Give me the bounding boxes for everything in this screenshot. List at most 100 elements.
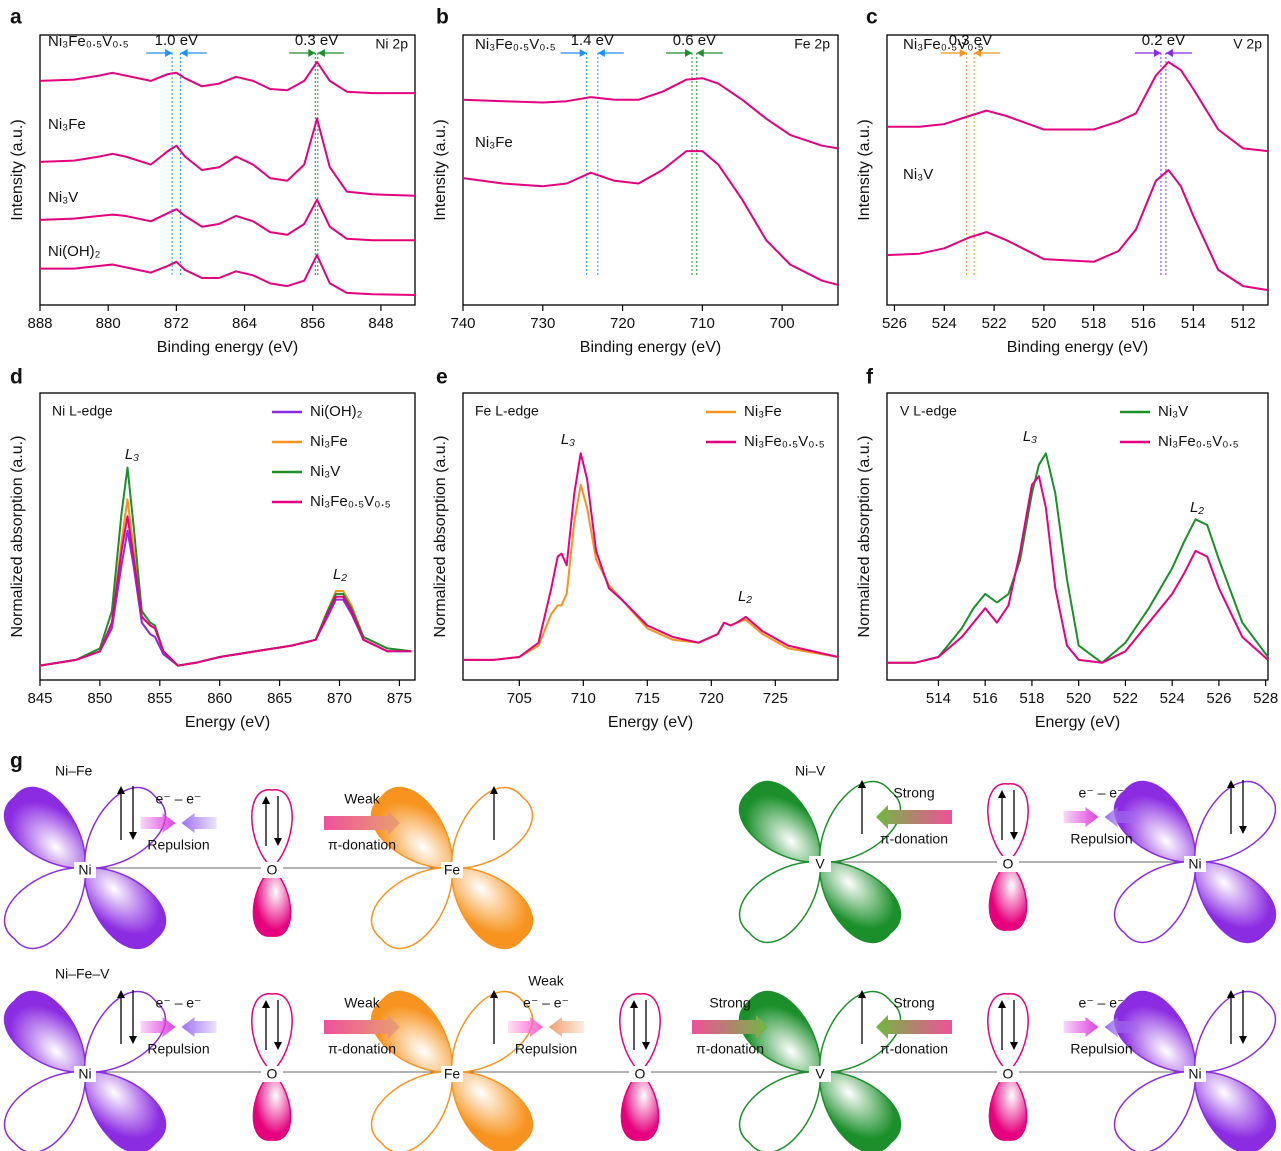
atom-label: Ni bbox=[1188, 856, 1201, 872]
spectrum-line bbox=[463, 78, 838, 148]
x-tick-label: 528 bbox=[1253, 690, 1278, 707]
x-tick-label: 845 bbox=[27, 690, 52, 707]
y-axis-label: Intensity (a.u.) bbox=[856, 119, 873, 220]
x-axis-label: Energy (eV) bbox=[608, 714, 693, 731]
spectrum-line bbox=[887, 62, 1268, 151]
spin-arrow-head bbox=[1227, 780, 1235, 788]
panel-label: g bbox=[10, 750, 23, 773]
panel-label: c bbox=[866, 6, 878, 29]
section-title: Ni–Fe–V bbox=[55, 966, 110, 982]
x-tick-label: 512 bbox=[1231, 315, 1256, 332]
x-tick-label: 856 bbox=[300, 315, 325, 332]
link-label: Strong bbox=[893, 785, 934, 801]
orbital-lobe bbox=[253, 1072, 290, 1140]
x-tick-label: 715 bbox=[635, 690, 660, 707]
x-tick-label: 710 bbox=[571, 690, 596, 707]
x-tick-label: 725 bbox=[763, 690, 788, 707]
spin-arrow-head bbox=[117, 990, 125, 998]
link-label: Weak bbox=[344, 791, 381, 807]
link-label: e⁻ – e⁻ bbox=[156, 995, 202, 1011]
x-tick-label: 524 bbox=[1160, 690, 1185, 707]
x-tick-label: 710 bbox=[690, 315, 715, 332]
atom-label: Fe bbox=[444, 1066, 461, 1082]
panel-label: d bbox=[10, 366, 23, 389]
legend-label: Ni(OH)₂ bbox=[310, 403, 363, 420]
series-label: Ni(OH)₂ bbox=[48, 243, 101, 260]
x-tick-label: 522 bbox=[1113, 690, 1138, 707]
section-title: Ni–Fe bbox=[55, 763, 93, 779]
x-tick-label: 514 bbox=[926, 690, 951, 707]
spectrum-line bbox=[40, 62, 415, 93]
orbital-lobe bbox=[253, 868, 290, 936]
legend-label: Ni₃Fe₀.₅V₀.₅ bbox=[744, 433, 825, 450]
x-tick-label: 514 bbox=[1181, 315, 1206, 332]
spectrum-line bbox=[40, 499, 411, 665]
x-tick-label: 870 bbox=[327, 690, 352, 707]
atom-label: O bbox=[267, 862, 278, 878]
x-tick-label: 720 bbox=[610, 315, 635, 332]
peak-label: L₂ bbox=[1190, 499, 1204, 516]
panel-title: V 2p bbox=[1233, 36, 1262, 52]
x-tick-label: 524 bbox=[932, 315, 957, 332]
x-tick-label: 516 bbox=[973, 690, 998, 707]
y-axis-label: Normalized absorption (a.u.) bbox=[432, 436, 449, 638]
link-label: Repulsion bbox=[515, 1041, 577, 1057]
donation-arrow bbox=[876, 805, 952, 829]
link-label: π-donation bbox=[328, 1041, 396, 1057]
orbital-lobe bbox=[620, 994, 660, 1072]
shift-label: 0.6 eV bbox=[673, 32, 716, 49]
x-tick-label: 855 bbox=[147, 690, 172, 707]
panel-title: Fe L-edge bbox=[475, 403, 539, 419]
atom-label: Ni bbox=[78, 1066, 91, 1082]
spin-arrow-head bbox=[1227, 990, 1235, 998]
panel-label: e bbox=[436, 366, 448, 389]
x-tick-label: 875 bbox=[387, 690, 412, 707]
shift-label: 1.0 eV bbox=[155, 32, 198, 49]
panel-label: f bbox=[866, 366, 874, 389]
x-tick-label: 860 bbox=[207, 690, 232, 707]
spectrum-line bbox=[463, 151, 838, 285]
spectrum-line bbox=[887, 453, 1268, 663]
spectrum-line bbox=[463, 485, 838, 660]
x-tick-label: 888 bbox=[27, 315, 52, 332]
spectrum-line bbox=[40, 516, 411, 665]
link-label: Repulsion bbox=[1070, 831, 1132, 847]
panel-title: Ni 2p bbox=[375, 36, 408, 52]
plot-frame bbox=[40, 393, 415, 680]
x-tick-label: 522 bbox=[982, 315, 1007, 332]
x-tick-label: 740 bbox=[450, 315, 475, 332]
link-label: e⁻ – e⁻ bbox=[523, 995, 569, 1011]
legend-label: Ni₃Fe bbox=[310, 433, 348, 450]
peak-label: L₃ bbox=[1023, 428, 1037, 445]
donation-arrow bbox=[324, 1015, 400, 1039]
spectrum-line bbox=[40, 255, 415, 295]
orbital-lobe bbox=[988, 994, 1028, 1072]
panel-title: V L-edge bbox=[900, 403, 957, 419]
panel-label: b bbox=[436, 6, 449, 29]
y-axis-label: Normalized absorption (a.u.) bbox=[856, 436, 873, 638]
orbital-lobe bbox=[989, 1072, 1026, 1140]
shift-label: 1.4 eV bbox=[571, 32, 614, 49]
x-tick-label: 705 bbox=[507, 690, 532, 707]
series-label: Ni₃Fe₀.₅V₀.₅ bbox=[48, 33, 129, 50]
repulsion-arrow bbox=[182, 813, 217, 833]
x-tick-label: 700 bbox=[770, 315, 795, 332]
link-label: Repulsion bbox=[147, 1041, 209, 1057]
panel-title: Fe 2p bbox=[794, 36, 830, 52]
link-label: Strong bbox=[893, 995, 934, 1011]
x-axis-label: Energy (eV) bbox=[1035, 714, 1120, 731]
shift-label: 0.3 eV bbox=[295, 32, 338, 49]
x-tick-label: 518 bbox=[1081, 315, 1106, 332]
series-label: Ni₃Fe₀.₅V₀.₅ bbox=[903, 36, 984, 53]
x-tick-label: 850 bbox=[87, 690, 112, 707]
x-tick-label: 526 bbox=[882, 315, 907, 332]
peak-label: L₂ bbox=[333, 566, 347, 583]
peak-label: L₃ bbox=[125, 446, 139, 463]
atom-label: Fe bbox=[444, 862, 461, 878]
peak-label: L₂ bbox=[738, 588, 752, 605]
panel-label: a bbox=[10, 6, 22, 29]
repulsion-arrow bbox=[1064, 807, 1099, 827]
link-label: Repulsion bbox=[147, 837, 209, 853]
x-tick-label: 848 bbox=[368, 315, 393, 332]
x-axis-label: Binding energy (eV) bbox=[1007, 339, 1148, 356]
